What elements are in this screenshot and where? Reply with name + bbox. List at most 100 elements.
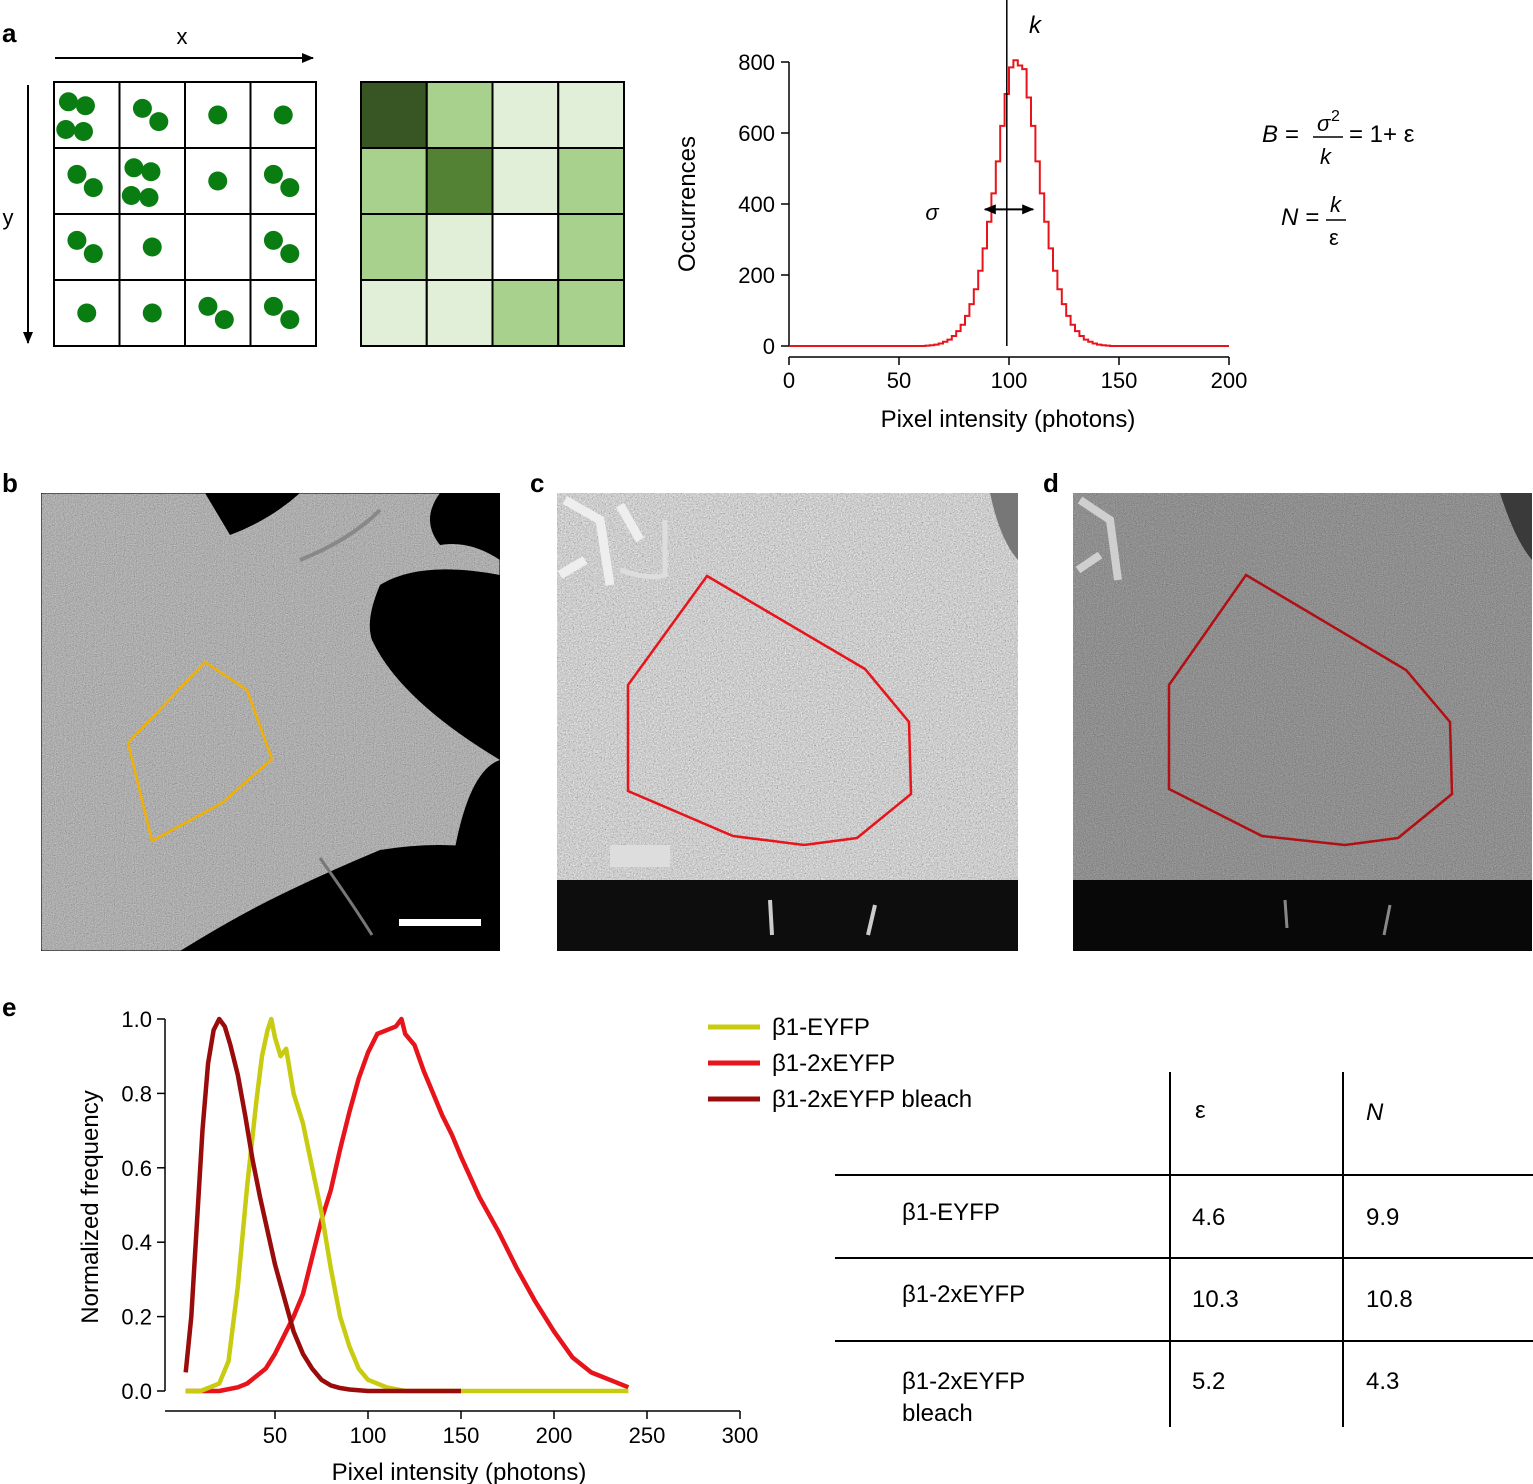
table-row-2-epsilon: 10.3 (1192, 1286, 1239, 1313)
intensity-grid (360, 81, 625, 347)
intensity-cell (491, 81, 560, 149)
legend-label-eyfp: β1-EYFP (772, 1014, 870, 1041)
k-label: k (1029, 12, 1043, 39)
y-axis-label: y (3, 205, 14, 230)
table-row-1-epsilon: 4.6 (1192, 1204, 1225, 1231)
chart-legend: β1-EYFP β1-2xEYFP β1-2xEYFP bleach (708, 1014, 972, 1113)
micrograph-c (557, 493, 1018, 951)
molecule-dot (263, 230, 283, 250)
eq-b-superscript: 2 (1331, 108, 1340, 125)
table-header-epsilon: ε (1195, 1097, 1206, 1124)
eq-n-denominator: ε (1329, 225, 1339, 250)
table-row-1-n: 9.9 (1366, 1204, 1399, 1231)
chart-xlabel: Pixel intensity (photons) (332, 1459, 587, 1484)
molecule-dot (75, 96, 95, 116)
histogram-y-tick-label: 400 (738, 192, 775, 217)
molecule-dot (280, 178, 300, 198)
molecule-dot (67, 230, 87, 250)
chart-x-tick-label: 250 (629, 1423, 666, 1448)
results-table: ε N β1-EYFP 4.6 9.9 β1-2xEYFP 10.3 10.8 … (835, 1072, 1533, 1427)
molecule-dot (121, 186, 141, 206)
panel-label-d: d (1043, 468, 1059, 498)
chart-y-tick-label: 0.8 (121, 1081, 152, 1106)
molecule-dot (149, 112, 169, 132)
molecule-dot (208, 171, 228, 191)
table-row-2-label: β1-2xEYFP (902, 1281, 1025, 1308)
intensity-cell (557, 279, 625, 347)
molecule-dot (58, 92, 78, 112)
intensity-cell (491, 147, 560, 215)
series-line-eyfp (185, 1016, 629, 1394)
histogram-y-tick-label: 0 (763, 334, 775, 359)
chart-x-tick-label: 50 (263, 1423, 287, 1448)
molecule-dot (142, 237, 162, 257)
molecule-dot (83, 244, 103, 264)
eq-b-numerator: σ (1317, 111, 1331, 136)
intensity-cell (491, 213, 560, 281)
eq-n-numerator: k (1330, 192, 1342, 217)
intensity-cell (360, 147, 428, 215)
histogram-x-tick-label: 150 (1101, 368, 1138, 393)
molecule-dot (124, 158, 144, 178)
eq-b-lhs: B = (1262, 121, 1299, 148)
grid-cell (184, 213, 252, 281)
table-row-3-label-line1: β1-2xEYFP (902, 1368, 1025, 1395)
molecule-dot (77, 303, 97, 323)
series-line-2xeyfp-bleach (183, 1016, 461, 1394)
chart-y-tick-label: 0.2 (121, 1305, 152, 1330)
scale-bar (399, 919, 481, 926)
micrograph-d (1073, 493, 1532, 951)
roi-outline-b (126, 660, 274, 843)
brightness-equation: B = σ 2 k = 1+ ε (1262, 108, 1415, 169)
intensity-cell (425, 279, 494, 347)
chart-y-tick-label: 0.4 (121, 1230, 152, 1255)
histogram-series (789, 59, 1229, 347)
number-equation: N = k ε (1281, 192, 1346, 250)
roi-outline-c (626, 574, 913, 847)
molecule-dot (214, 310, 234, 330)
series-line-2xeyfp (185, 1016, 630, 1394)
table-header-n: N (1366, 1099, 1384, 1126)
histogram-x-tick-label: 0 (783, 368, 795, 393)
chart-x-tick-label: 100 (350, 1423, 387, 1448)
intensity-cell (491, 279, 560, 347)
chart-x-tick-label: 300 (722, 1423, 759, 1448)
table-row-3-label-line2: bleach (902, 1400, 973, 1427)
panel-label-b: b (2, 468, 18, 498)
molecule-dot (56, 120, 76, 140)
chart-ylabel: Normalized frequency (77, 1090, 104, 1323)
histogram-x-tick-label: 200 (1211, 368, 1248, 393)
histogram-x-tick-label: 100 (991, 368, 1028, 393)
panel-label-c: c (530, 468, 544, 498)
intensity-cell (360, 81, 428, 149)
intensity-cell (360, 279, 428, 347)
legend-label-bleach: β1-2xEYFP bleach (772, 1086, 972, 1113)
intensity-cell (425, 81, 494, 149)
chart-y-tick-label: 0.6 (121, 1156, 152, 1181)
table-row-1-label: β1-EYFP (902, 1199, 1000, 1226)
molecule-dot (73, 122, 93, 141)
molecule-grid (53, 81, 317, 347)
eq-b-rhs: = 1+ ε (1349, 121, 1415, 148)
molecule-dot (263, 164, 283, 184)
intensity-cell (557, 81, 625, 149)
table-row-3-epsilon: 5.2 (1192, 1368, 1225, 1395)
molecule-dot (263, 296, 283, 316)
molecule-dot (280, 244, 300, 264)
chart-y-tick-label: 0.0 (121, 1379, 152, 1404)
chart-y-tick-label: 1.0 (121, 1007, 152, 1032)
table-row-3-n: 4.3 (1366, 1368, 1399, 1395)
histogram-y-tick-label: 600 (738, 121, 775, 146)
intensity-histogram: 0 200 400 600 800 0 50 100 150 200 (738, 0, 1247, 393)
histogram-y-tick-label: 200 (738, 263, 775, 288)
intensity-cell (425, 213, 494, 281)
micrograph-b (41, 493, 500, 951)
normalized-frequency-chart: 0.0 0.2 0.4 0.6 0.8 1.0 50 100 150 200 250 300 (121, 1007, 758, 1448)
table-row-2-n: 10.8 (1366, 1286, 1413, 1313)
sigma-label: σ (925, 200, 939, 225)
histogram-xlabel: Pixel intensity (photons) (881, 406, 1136, 433)
molecule-dot (141, 162, 161, 182)
molecule-dot (273, 105, 293, 125)
intensity-cell (557, 213, 625, 281)
